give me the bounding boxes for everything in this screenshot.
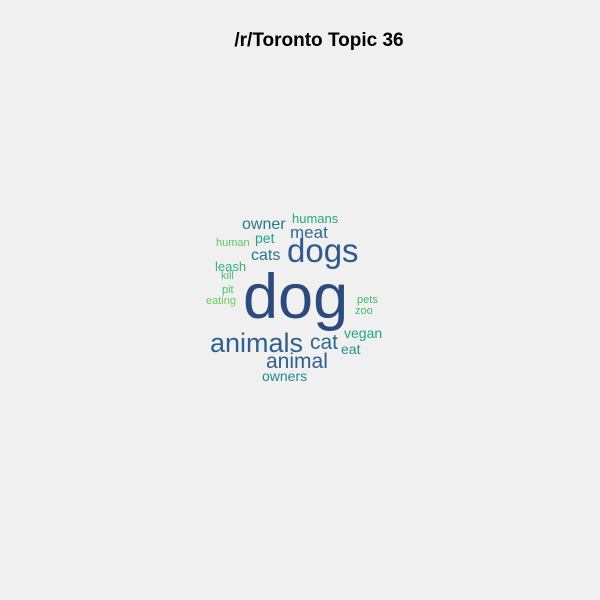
word-animal: animal (266, 350, 328, 373)
word-dogs: dogs (287, 232, 359, 269)
word-kill: kill (221, 270, 234, 282)
word-owners: owners (262, 368, 308, 384)
word-human: human (216, 237, 250, 249)
word-animals: animals (210, 328, 304, 358)
word-cat: cat (310, 331, 339, 354)
word-meat: meat (290, 223, 328, 242)
word-eat: eat (341, 341, 361, 357)
word-humans: humans (292, 211, 339, 226)
word-eating: eating (206, 295, 236, 307)
word-zoo: zoo (355, 305, 373, 317)
word-pets: pets (357, 294, 378, 306)
word-vegan: vegan (344, 325, 383, 341)
word-dog: dog (243, 262, 349, 332)
word-leash: leash (215, 259, 247, 274)
word-pit: pit (222, 284, 234, 296)
figure-title: /r/Toronto Topic 36 (234, 30, 404, 51)
word-pet: pet (255, 230, 275, 246)
word-cats: cats (251, 247, 281, 264)
word-owner: owner (242, 216, 286, 233)
